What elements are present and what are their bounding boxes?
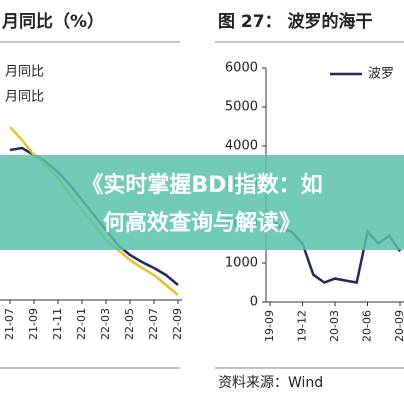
y-tick-label: 4000 (225, 139, 258, 154)
x-tick-label: 20-09 (393, 310, 404, 342)
x-tick-label: 21-11 (51, 308, 64, 340)
y-tick-label: 1000 (225, 256, 258, 271)
x-tick-label: 20-03 (328, 310, 341, 342)
x-tick-label: 22-05 (123, 308, 136, 340)
y-tick-label: 0 (250, 295, 258, 310)
overlay-banner (0, 155, 404, 250)
overlay-text: 何高效查询与解读》 (103, 210, 301, 236)
x-tick-label: 21-07 (3, 308, 16, 340)
legend-label: 月同比 (5, 90, 44, 105)
y-tick-label: 6000 (225, 61, 258, 76)
x-tick-label: 22-07 (147, 308, 160, 340)
x-tick-label: 21-09 (27, 308, 40, 340)
x-tick-label: 22-01 (75, 308, 88, 340)
y-tick-label: 5000 (225, 100, 258, 115)
x-tick-label: 19-09 (263, 310, 276, 342)
overlay-text: 《实时掌握BDI指数：如 (81, 172, 322, 198)
x-tick-label: 22-03 (99, 308, 112, 340)
legend-label: 月同比 (5, 65, 44, 80)
x-tick-label: 20-06 (361, 310, 374, 342)
source: 资料来源：Wind (218, 375, 323, 391)
left-title: 月同比（%） (1, 11, 104, 32)
x-tick-label: 22-09 (171, 308, 184, 340)
x-tick-label: 19-12 (296, 310, 309, 342)
legend-label: 波罗 (368, 67, 394, 82)
right-title: 图 27： 波罗的海干 (218, 11, 373, 32)
